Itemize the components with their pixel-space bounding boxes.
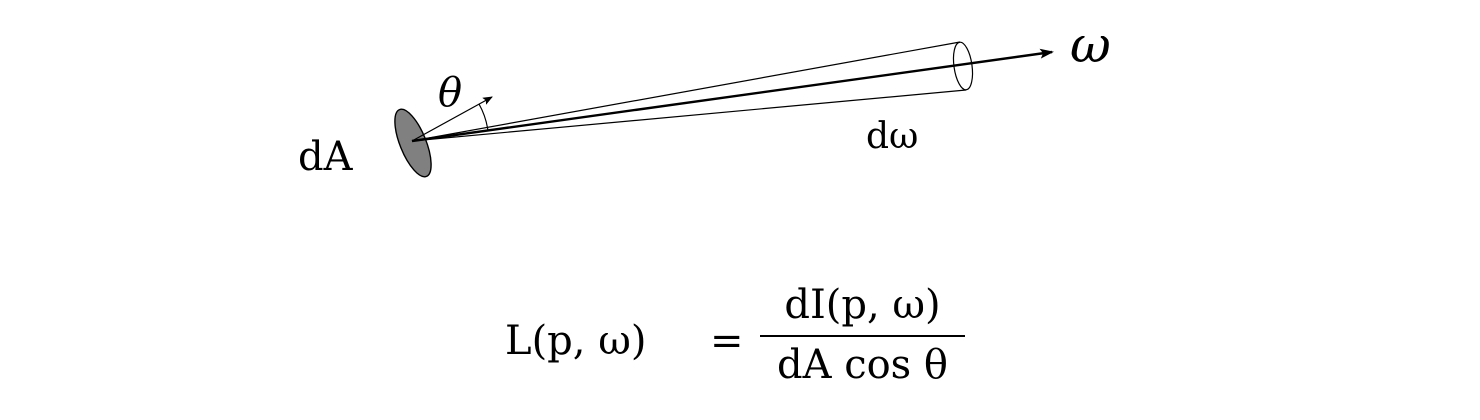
cone-lower-edge <box>411 89 967 142</box>
cone-end-ellipse <box>952 41 974 91</box>
direction-arrow <box>411 48 1054 143</box>
surface-patch <box>394 108 432 178</box>
formula-denominator: dA cos θ <box>776 342 948 388</box>
formula-fraction: dI(p, ω) dA cos θ <box>760 276 965 396</box>
area-label: dA <box>298 134 354 180</box>
theta-angle-arc <box>478 103 489 132</box>
theta-label: θ <box>438 70 462 116</box>
formula-numerator: dI(p, ω) <box>784 282 941 328</box>
omega-label: ω <box>1070 16 1111 74</box>
radiance-formula: L(p, ω) = dI(p, ω) dA cos θ <box>505 276 975 396</box>
formula-equals: = <box>710 318 744 364</box>
formula-lhs: L(p, ω) <box>505 318 647 364</box>
fraction-bar <box>760 335 965 337</box>
cone-upper-edge <box>411 41 961 142</box>
solid-angle-label: dω <box>866 116 918 157</box>
